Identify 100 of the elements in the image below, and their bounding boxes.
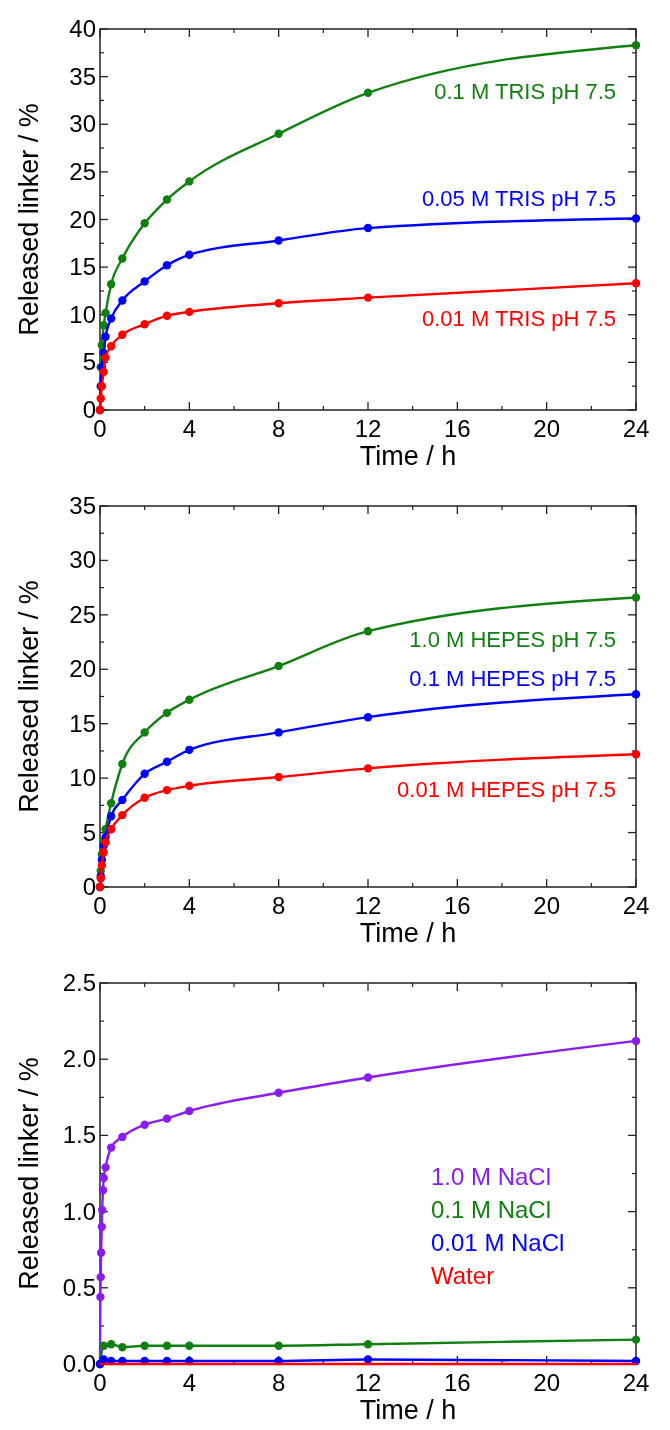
x-tick-label: 20 xyxy=(533,415,561,442)
point xyxy=(140,219,149,228)
x-tick-label: 12 xyxy=(354,1369,382,1396)
point xyxy=(631,1335,641,1344)
point xyxy=(118,759,127,769)
point xyxy=(162,261,172,270)
point xyxy=(106,341,116,351)
point xyxy=(185,745,194,755)
series-label: 0.01 M TRIS pH 7.5 xyxy=(421,306,616,332)
x-axis-title: Time / h xyxy=(359,441,457,471)
point xyxy=(106,314,116,323)
point xyxy=(140,320,149,329)
y-tick-label: 40 xyxy=(69,15,96,42)
x-tick-label: 16 xyxy=(443,415,471,442)
x-tick-label: 4 xyxy=(182,1369,197,1396)
text: 1.0 M NaCl xyxy=(431,1163,552,1190)
point xyxy=(162,757,172,767)
point xyxy=(96,1248,106,1257)
y-tick-label: 10 xyxy=(69,300,96,328)
point xyxy=(363,764,373,773)
point xyxy=(118,810,127,820)
x-tick-label: 8 xyxy=(271,892,286,919)
point xyxy=(101,332,110,341)
point xyxy=(274,1088,283,1097)
y-tick-label: 20 xyxy=(69,205,96,233)
point xyxy=(274,1341,283,1350)
y-axis-title: Released linker / % xyxy=(14,580,44,813)
point xyxy=(274,299,283,308)
point xyxy=(106,812,116,821)
text: 0.1 M NaCl xyxy=(431,1196,552,1223)
y-axis-title: Released linker / % xyxy=(14,1057,44,1290)
x-tick-label: 8 xyxy=(271,1369,286,1396)
point xyxy=(96,394,105,403)
point xyxy=(99,1341,108,1350)
y-tick-label: 1.5 xyxy=(62,1121,96,1149)
point xyxy=(140,793,149,802)
x-tick-label: 4 xyxy=(182,892,197,919)
x-axis-title: Time / h xyxy=(359,1395,457,1425)
y-tick-label: 20 xyxy=(69,655,96,683)
point xyxy=(274,772,283,782)
point xyxy=(140,1341,149,1350)
point xyxy=(363,293,373,302)
x-tick-label: 8 xyxy=(271,415,286,442)
series-label: 0.1 M HEPES pH 7.5 xyxy=(409,665,616,691)
point xyxy=(106,1339,116,1349)
x-axis-title: Time / h xyxy=(359,918,457,948)
point xyxy=(118,1132,127,1142)
point xyxy=(185,695,194,704)
series-label: 0.01 M HEPES pH 7.5 xyxy=(397,776,616,802)
point xyxy=(99,367,108,377)
point xyxy=(631,1036,641,1046)
x-tick-label: 20 xyxy=(533,892,561,919)
x-tick-label: 12 xyxy=(354,892,382,919)
point xyxy=(631,749,641,759)
point xyxy=(185,250,194,259)
point xyxy=(99,1173,108,1183)
y-tick-label: 2.5 xyxy=(62,969,96,996)
point xyxy=(99,321,108,330)
point xyxy=(140,277,149,286)
point xyxy=(363,223,373,233)
y-tick-label: 25 xyxy=(69,600,96,628)
point xyxy=(140,728,149,737)
point xyxy=(97,861,107,870)
y-tick-label: 15 xyxy=(69,253,96,281)
point xyxy=(162,708,172,718)
series-label: 1.0 M HEPES pH 7.5 xyxy=(409,626,616,652)
point xyxy=(106,1143,116,1152)
point xyxy=(118,1343,127,1352)
point xyxy=(99,1355,108,1364)
x-tick-label: 4 xyxy=(182,415,197,442)
point xyxy=(274,728,283,737)
y-tick-label: 25 xyxy=(69,157,96,185)
point xyxy=(162,311,172,320)
x-tick-label: 20 xyxy=(533,1369,561,1396)
point xyxy=(118,330,127,339)
point xyxy=(106,825,116,834)
y-tick-label: 0 xyxy=(82,396,96,423)
x-tick-label: 16 xyxy=(443,892,471,919)
x-tick-label: 16 xyxy=(443,1369,471,1396)
x-tick-label: 24 xyxy=(622,415,650,442)
y-tick-label: 30 xyxy=(69,546,96,574)
point xyxy=(97,1222,107,1232)
point xyxy=(118,296,127,305)
y-tick-label: 5 xyxy=(82,818,96,846)
point xyxy=(631,593,641,602)
point xyxy=(363,1355,373,1364)
point xyxy=(162,1341,172,1350)
y-tick-label: 5 xyxy=(82,348,96,376)
point xyxy=(185,1106,194,1116)
point xyxy=(363,88,373,98)
x-tick-label: 12 xyxy=(354,415,382,442)
point xyxy=(363,626,373,636)
point xyxy=(185,781,194,790)
y-tick-label: 10 xyxy=(69,764,96,792)
point xyxy=(631,214,641,223)
point xyxy=(101,308,110,318)
x-tick-label: 24 xyxy=(622,1369,650,1396)
point xyxy=(106,280,116,289)
point xyxy=(631,40,641,50)
y-tick-label: 0 xyxy=(82,873,96,900)
